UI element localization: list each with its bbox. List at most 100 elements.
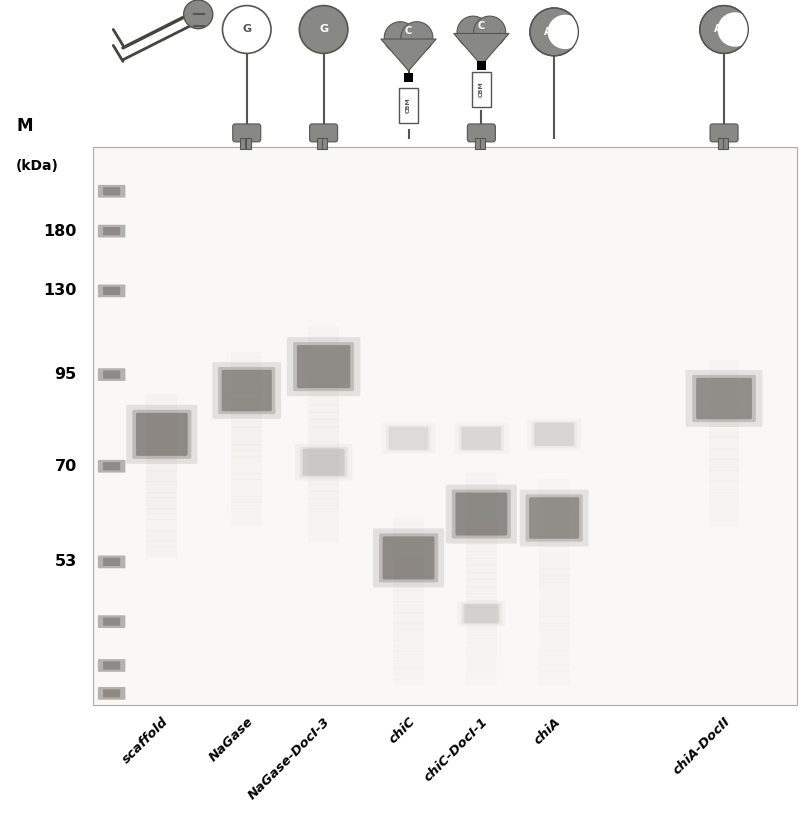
Bar	[539, 616, 570, 624]
FancyBboxPatch shape	[388, 427, 429, 450]
Bar	[146, 503, 177, 509]
Bar	[393, 518, 424, 523]
Bar	[466, 628, 497, 636]
Bar	[466, 565, 497, 572]
FancyBboxPatch shape	[534, 423, 574, 446]
Bar	[466, 523, 497, 531]
FancyBboxPatch shape	[287, 337, 360, 396]
Text: 95: 95	[54, 367, 77, 382]
Bar	[231, 398, 262, 405]
Bar	[539, 658, 570, 665]
Bar	[466, 551, 497, 559]
Bar	[393, 579, 424, 585]
Bar	[146, 421, 177, 428]
FancyBboxPatch shape	[693, 375, 756, 422]
Bar	[539, 561, 570, 569]
Bar	[393, 679, 424, 686]
Bar	[539, 534, 570, 541]
Bar	[231, 468, 262, 474]
Bar	[466, 473, 497, 482]
Bar	[480, 138, 485, 149]
Bar	[466, 544, 497, 552]
Bar	[146, 509, 177, 514]
FancyBboxPatch shape	[98, 687, 125, 699]
Bar	[231, 508, 262, 514]
Bar	[308, 477, 339, 485]
Bar	[466, 516, 497, 523]
Bar	[539, 479, 570, 486]
Polygon shape	[454, 34, 509, 66]
Bar	[393, 640, 424, 646]
Bar	[308, 513, 339, 520]
Bar	[308, 534, 339, 542]
Bar	[231, 364, 262, 369]
Bar	[466, 502, 497, 509]
Bar	[146, 432, 177, 438]
Bar	[146, 454, 177, 459]
FancyBboxPatch shape	[297, 345, 350, 388]
Bar	[308, 398, 339, 405]
FancyBboxPatch shape	[103, 558, 121, 566]
Bar	[709, 470, 739, 477]
FancyBboxPatch shape	[386, 425, 431, 451]
Bar	[393, 623, 424, 630]
Bar	[308, 347, 339, 355]
Bar	[146, 530, 177, 536]
FancyBboxPatch shape	[383, 536, 434, 579]
FancyBboxPatch shape	[103, 618, 121, 626]
Bar	[308, 341, 339, 348]
Bar	[146, 552, 177, 558]
Bar	[539, 623, 570, 631]
Bar	[393, 601, 424, 608]
Bar	[466, 558, 497, 566]
Bar	[709, 426, 739, 432]
Bar	[466, 657, 497, 664]
Bar	[231, 375, 262, 381]
Bar	[308, 362, 339, 370]
Text: 130: 130	[44, 283, 77, 298]
Bar	[539, 520, 570, 527]
Text: NaGase: NaGase	[206, 715, 256, 764]
Bar	[709, 520, 739, 526]
Bar	[539, 671, 570, 679]
Bar	[709, 432, 739, 437]
Bar	[146, 427, 177, 432]
FancyBboxPatch shape	[98, 284, 125, 297]
FancyBboxPatch shape	[136, 413, 188, 456]
Bar	[231, 462, 262, 468]
Bar	[466, 671, 497, 678]
Bar	[146, 536, 177, 541]
Bar	[231, 392, 262, 399]
Bar	[322, 138, 328, 149]
Bar	[308, 383, 339, 391]
Bar	[146, 519, 177, 525]
Text: (kDa): (kDa)	[16, 160, 59, 174]
Bar	[709, 442, 739, 449]
FancyBboxPatch shape	[451, 490, 511, 539]
FancyBboxPatch shape	[461, 427, 502, 450]
Bar	[393, 663, 424, 668]
Bar	[308, 405, 339, 413]
Text: 180: 180	[44, 224, 77, 238]
Bar	[709, 454, 739, 459]
Bar	[539, 664, 570, 672]
Bar	[231, 479, 262, 486]
Bar	[709, 360, 739, 366]
Text: scaffold: scaffold	[120, 715, 171, 766]
Bar	[466, 677, 497, 686]
Bar	[231, 485, 262, 491]
FancyBboxPatch shape	[468, 124, 495, 142]
Circle shape	[184, 0, 213, 29]
Bar	[317, 138, 322, 149]
Bar	[146, 541, 177, 547]
Bar	[393, 545, 424, 551]
Bar	[466, 642, 497, 650]
Circle shape	[401, 22, 433, 53]
Bar	[539, 603, 570, 610]
Bar	[466, 607, 497, 615]
Bar	[709, 376, 739, 382]
Bar	[93, 147, 797, 705]
FancyBboxPatch shape	[686, 370, 762, 427]
FancyBboxPatch shape	[218, 367, 275, 414]
FancyBboxPatch shape	[98, 369, 125, 381]
